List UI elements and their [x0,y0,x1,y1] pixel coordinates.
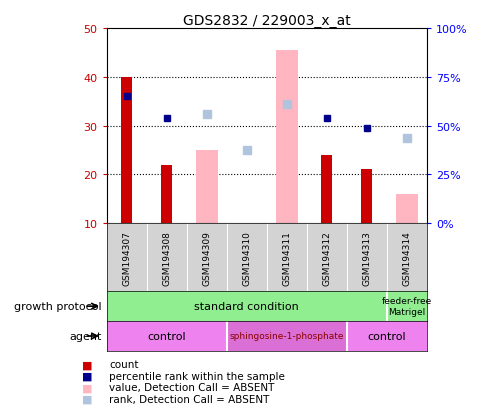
Bar [226,321,346,351]
Bar [241,223,252,267]
Bar [386,292,426,321]
Bar [106,321,226,351]
Text: count: count [109,359,138,369]
Text: rank, Detection Call = ABSENT: rank, Detection Call = ABSENT [109,394,269,404]
Text: control: control [367,331,405,341]
Text: ■: ■ [82,359,93,369]
Text: control: control [147,331,186,341]
Bar [395,194,417,223]
Title: GDS2832 / 229003_x_at: GDS2832 / 229003_x_at [182,14,350,28]
Text: sphingosine-1-phosphate: sphingosine-1-phosphate [229,332,343,341]
Bar [106,292,386,321]
Text: standard condition: standard condition [194,301,299,311]
Bar [121,78,132,223]
Text: GSM194310: GSM194310 [242,230,251,285]
Text: value, Detection Call = ABSENT: value, Detection Call = ABSENT [109,382,274,392]
Text: ■: ■ [82,394,93,404]
Text: GSM194314: GSM194314 [401,230,410,285]
Text: ■: ■ [82,382,93,392]
Text: GSM194307: GSM194307 [122,230,131,285]
Bar [161,165,172,223]
Text: GSM194308: GSM194308 [162,230,171,285]
Bar [346,321,426,351]
Bar [196,151,217,223]
Text: growth protocol: growth protocol [14,301,102,311]
Text: feeder-free
Matrigel: feeder-free Matrigel [381,297,431,316]
Bar [320,155,332,223]
Bar [275,51,297,223]
Text: GSM194312: GSM194312 [321,230,331,285]
Text: ■: ■ [82,371,93,381]
Text: GSM194313: GSM194313 [362,230,371,285]
Text: GSM194311: GSM194311 [282,230,291,285]
Text: percentile rank within the sample: percentile rank within the sample [109,371,285,381]
Bar [361,170,372,223]
Text: agent: agent [69,331,102,341]
Text: GSM194309: GSM194309 [202,230,211,285]
